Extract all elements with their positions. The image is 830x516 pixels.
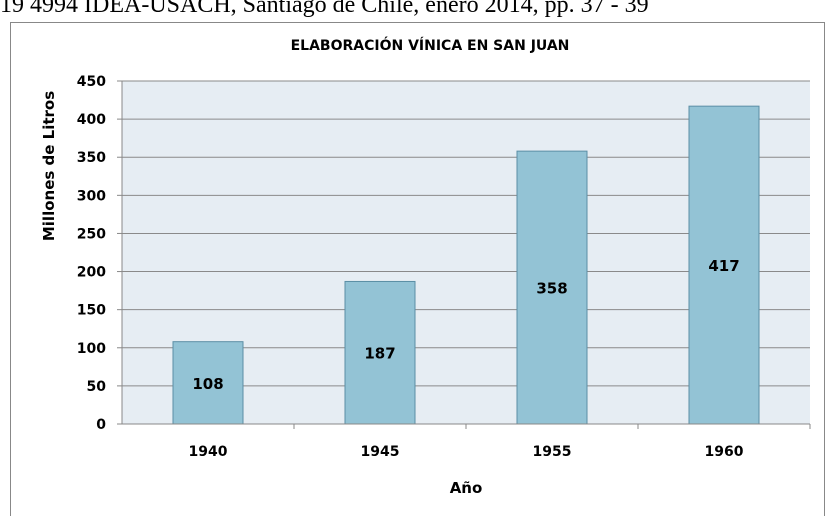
bar [516, 150, 588, 425]
y-tick-label: 350 [77, 150, 106, 166]
y-tick-label: 300 [77, 188, 106, 204]
y-tick-label: 250 [77, 226, 106, 242]
bar [172, 341, 244, 425]
y-tick-label: 450 [77, 74, 106, 90]
data-label: 417 [708, 257, 739, 275]
x-tick-label: 1955 [533, 444, 572, 460]
data-label: 187 [364, 345, 395, 363]
y-tick-label: 100 [77, 341, 106, 357]
x-tick-label: 1940 [189, 444, 228, 460]
y-tick-label: 400 [77, 112, 106, 128]
bar [688, 105, 760, 425]
y-tick-label: 50 [87, 379, 107, 395]
y-tick-label: 150 [77, 303, 106, 319]
y-axis-label: Millones de Litros [40, 91, 58, 241]
data-label: 108 [192, 375, 223, 393]
chart-title: ELABORACIÓN VÍNICA EN SAN JUAN [291, 36, 570, 54]
data-label: 358 [536, 280, 567, 298]
x-tick-label: 1960 [705, 444, 744, 460]
y-tick-label: 0 [96, 417, 106, 433]
x-tick-label: 1945 [361, 444, 400, 460]
x-axis-label: Año [450, 479, 483, 497]
y-tick-label: 200 [77, 265, 106, 281]
bar [344, 280, 416, 425]
page-header: 19 4994 IDEA-USACH, Santiago de Chile, e… [0, 0, 649, 18]
